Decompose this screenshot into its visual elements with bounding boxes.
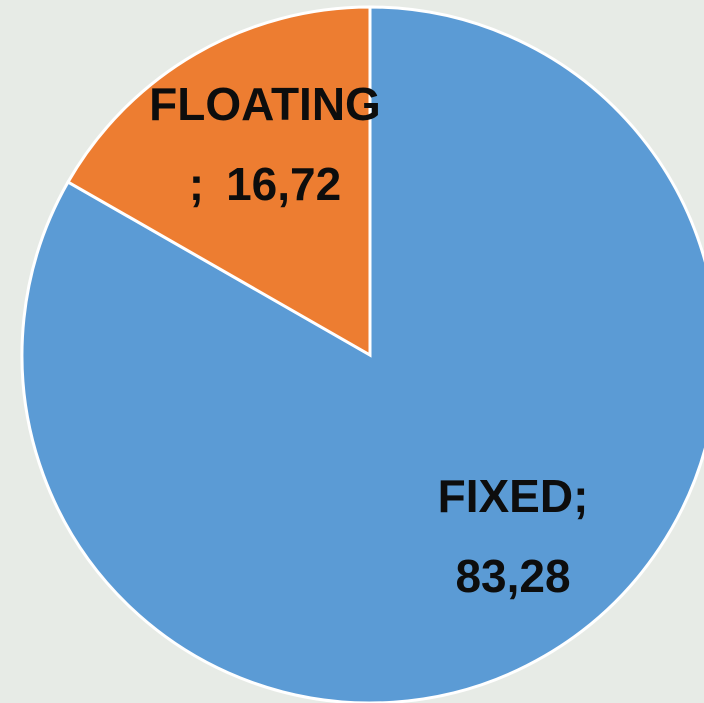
- label-part: ;: [573, 470, 588, 522]
- label-part: FIXED: [438, 470, 573, 522]
- label-part: 16,72: [226, 158, 341, 210]
- label-part: ;: [189, 158, 204, 210]
- pie-slice: [20, 5, 704, 703]
- label-part: FLOATING: [149, 78, 381, 130]
- data-label: FIXED; 83,28: [438, 470, 589, 602]
- data-label: FLOATING; 16,72: [149, 78, 381, 210]
- pie-slice: [65, 5, 372, 358]
- label-part: 83,28: [455, 550, 570, 602]
